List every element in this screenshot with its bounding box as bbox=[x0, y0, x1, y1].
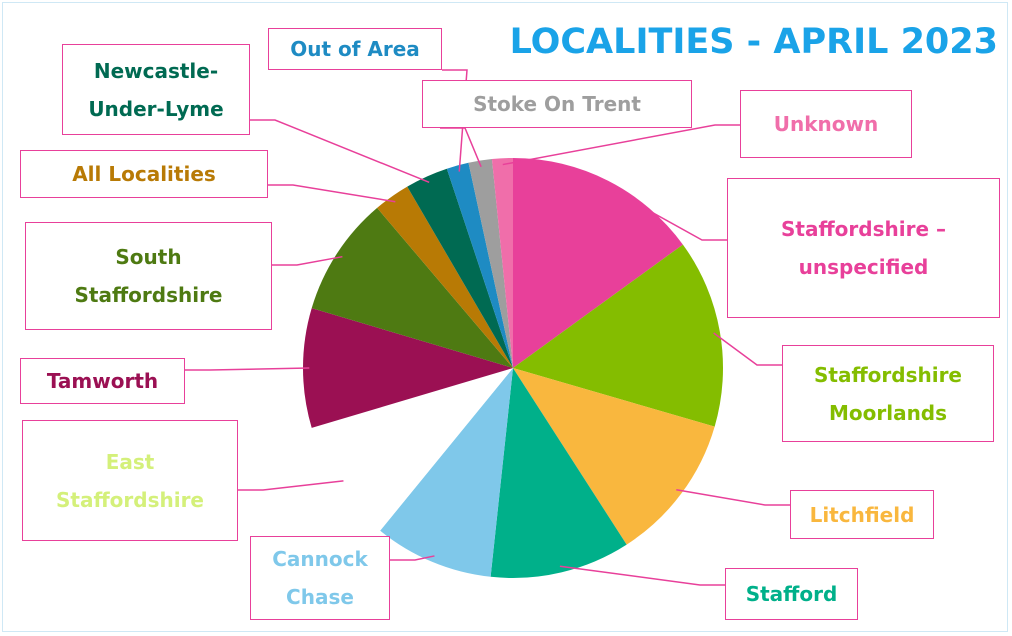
pie-slice bbox=[446, 162, 513, 368]
pie-slice bbox=[311, 368, 513, 531]
slice-label: Tamworth bbox=[20, 358, 185, 404]
pie-slice bbox=[407, 168, 513, 368]
pie-slice bbox=[380, 368, 513, 577]
slice-label: All Localities bbox=[20, 150, 268, 198]
leader-line bbox=[390, 555, 435, 561]
pie-slice bbox=[377, 186, 513, 368]
leader-line bbox=[185, 367, 310, 371]
pie-slice bbox=[513, 368, 715, 545]
slice-label: Staffordshire Moorlands bbox=[782, 345, 994, 442]
leader-line bbox=[502, 124, 740, 166]
leader-line bbox=[713, 332, 782, 366]
slice-label: Out of Area bbox=[268, 28, 442, 70]
leader-line bbox=[250, 119, 430, 184]
leader-line bbox=[272, 255, 343, 266]
slice-label: East Staffordshire bbox=[22, 420, 238, 541]
slice-label: Cannock Chase bbox=[250, 536, 390, 620]
slice-label: Unknown bbox=[740, 90, 912, 158]
leader-line bbox=[238, 480, 344, 491]
pie-slice bbox=[513, 244, 724, 427]
leader-line bbox=[676, 489, 790, 506]
slice-label: South Staffordshire bbox=[25, 222, 272, 330]
pie-slice bbox=[513, 158, 683, 368]
pie-slice bbox=[491, 158, 513, 368]
pie-slice bbox=[311, 207, 513, 368]
slice-label: Litchfield bbox=[790, 490, 934, 539]
chart-title: LOCALITIES - APRIL 2023 bbox=[509, 22, 998, 62]
leader-line bbox=[440, 127, 482, 168]
pie-slice bbox=[468, 159, 513, 368]
slice-label: Newcastle-Under-Lyme bbox=[62, 44, 250, 135]
leader-line bbox=[605, 185, 727, 241]
slice-label: Stoke On Trent bbox=[422, 80, 692, 128]
pie-slice bbox=[490, 368, 627, 578]
leader-line bbox=[268, 184, 396, 203]
leader-line bbox=[442, 69, 468, 172]
slice-label: Stafford bbox=[725, 568, 858, 620]
leader-line bbox=[559, 565, 725, 586]
pie-slice bbox=[303, 308, 513, 428]
slice-label: Staffordshire – unspecified bbox=[727, 178, 1000, 318]
